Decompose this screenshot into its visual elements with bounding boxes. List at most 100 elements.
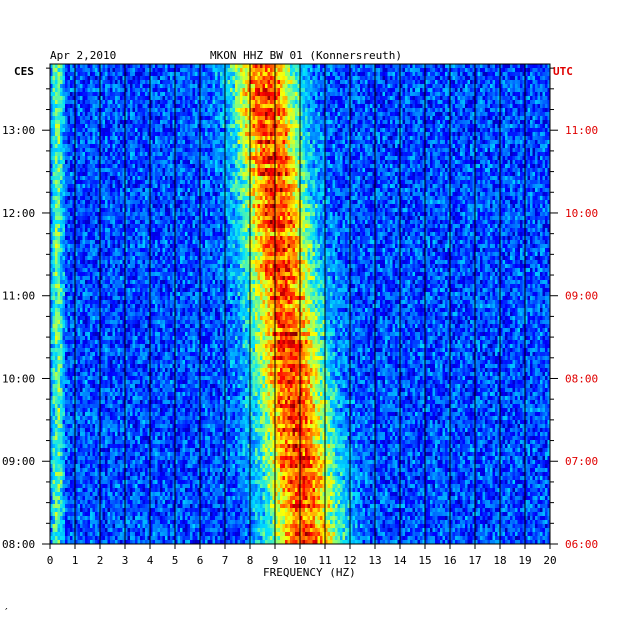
spectrogram-cell	[290, 160, 293, 164]
spectrogram-cell	[403, 160, 406, 164]
spectrogram-cell	[195, 72, 198, 76]
spectrogram-cell	[360, 148, 363, 152]
spectrogram-cell	[80, 108, 83, 112]
spectrogram-cell	[338, 108, 341, 112]
spectrogram-cell	[168, 116, 171, 120]
spectrogram-cell	[493, 96, 496, 100]
spectrogram-cell	[120, 68, 123, 72]
spectrogram-cell	[103, 148, 106, 152]
spectrogram-cell	[268, 104, 271, 108]
spectrogram-cell	[343, 116, 346, 120]
spectrogram-cell	[155, 120, 158, 124]
spectrogram-cell	[133, 148, 136, 152]
spectrogram-cell	[143, 116, 146, 120]
spectrogram-cell	[53, 136, 56, 140]
spectrogram-cell	[368, 136, 371, 140]
spectrogram-cell	[295, 84, 298, 88]
spectrogram-cell	[495, 120, 498, 124]
spectrogram-cell	[338, 120, 341, 124]
spectrogram-cell	[263, 156, 266, 160]
spectrogram-cell	[108, 156, 111, 160]
spectrogram-cell	[510, 128, 513, 132]
spectrogram-cell	[130, 136, 133, 140]
spectrogram-cell	[443, 100, 446, 104]
spectrogram-cell	[330, 156, 333, 160]
spectrogram-cell	[185, 156, 188, 160]
spectrogram-cell	[135, 148, 138, 152]
spectrogram-cell	[228, 84, 231, 88]
spectrogram-cell	[338, 128, 341, 132]
spectrogram-cell	[518, 128, 521, 132]
spectrogram-cell	[288, 72, 291, 76]
spectrogram-cell	[110, 156, 113, 160]
spectrogram-cell	[360, 72, 363, 76]
spectrogram-cell	[438, 68, 441, 72]
spectrogram-cell	[138, 72, 141, 76]
spectrogram-cell	[120, 148, 123, 152]
spectrogram-cell	[378, 112, 381, 116]
spectrogram-cell	[443, 72, 446, 76]
spectrogram-cell	[85, 108, 88, 112]
spectrogram-cell	[388, 136, 391, 140]
spectrogram-cell	[428, 160, 431, 164]
spectrogram-cell	[60, 84, 63, 88]
spectrogram-cell	[305, 104, 308, 108]
spectrogram-cell	[340, 104, 343, 108]
spectrogram-cell	[105, 160, 108, 164]
spectrogram-cell	[280, 124, 283, 128]
spectrogram-cell	[235, 96, 238, 100]
spectrogram-cell	[478, 112, 481, 116]
spectrogram-cell	[413, 68, 416, 72]
spectrogram-cell	[333, 140, 336, 144]
spectrogram-cell	[115, 104, 118, 108]
spectrogram-cell	[153, 64, 156, 68]
spectrogram-cell	[88, 152, 91, 156]
spectrogram-cell	[120, 124, 123, 128]
spectrogram-cell	[243, 92, 246, 96]
spectrogram-cell	[395, 136, 398, 140]
spectrogram-cell	[165, 156, 168, 160]
spectrogram-cell	[478, 108, 481, 112]
spectrogram-cell	[178, 112, 181, 116]
spectrogram-cell	[263, 104, 266, 108]
spectrogram-cell	[458, 88, 461, 92]
spectrogram-cell	[215, 64, 218, 68]
spectrogram-cell	[70, 144, 73, 148]
spectrogram-cell	[208, 132, 211, 136]
spectrogram-cell	[293, 140, 296, 144]
spectrogram-cell	[478, 140, 481, 144]
spectrogram-cell	[88, 120, 91, 124]
spectrogram-cell	[143, 100, 146, 104]
spectrogram-cell	[268, 64, 271, 68]
spectrogram-cell	[53, 68, 56, 72]
spectrogram-cell	[445, 136, 448, 140]
spectrogram-cell	[183, 128, 186, 132]
spectrogram-cell	[320, 140, 323, 144]
spectrogram-cell	[115, 88, 118, 92]
spectrogram-cell	[378, 144, 381, 148]
spectrogram-cell	[83, 100, 86, 104]
spectrogram-cell	[508, 64, 511, 68]
spectrogram-cell	[420, 160, 423, 164]
spectrogram-cell	[403, 96, 406, 100]
spectrogram-cell	[470, 68, 473, 72]
spectrogram-cell	[153, 124, 156, 128]
spectrogram-cell	[383, 72, 386, 76]
spectrogram-cell	[113, 104, 116, 108]
spectrogram-cell	[383, 96, 386, 100]
spectrogram-cell	[530, 92, 533, 96]
spectrogram-cell	[163, 160, 166, 164]
spectrogram-cell	[538, 92, 541, 96]
spectrogram-cell	[483, 68, 486, 72]
spectrogram-cell	[268, 156, 271, 160]
spectrogram-cell	[238, 136, 241, 140]
spectrogram-cell	[115, 108, 118, 112]
spectrogram-cell	[78, 132, 81, 136]
spectrogram-cell	[518, 108, 521, 112]
spectrogram-cell	[193, 84, 196, 88]
spectrogram-cell	[443, 160, 446, 164]
spectrogram-cell	[170, 72, 173, 76]
spectrogram-cell	[245, 128, 248, 132]
spectrogram-cell	[313, 124, 316, 128]
spectrogram-cell	[118, 136, 121, 140]
